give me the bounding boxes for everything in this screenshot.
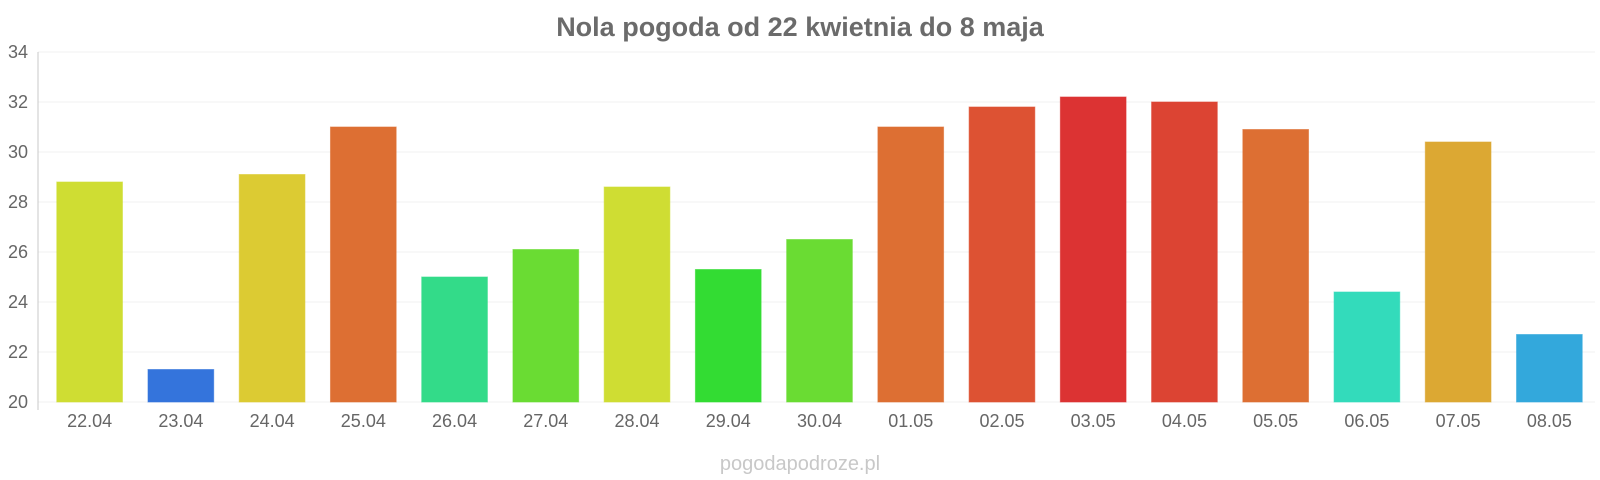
bar-04.05 xyxy=(1151,101,1218,403)
y-tick-label: 28 xyxy=(8,192,28,212)
x-tick-label: 29.04 xyxy=(706,411,751,431)
x-tick-label: 28.04 xyxy=(615,411,660,431)
x-tick-label: 06.05 xyxy=(1344,411,1389,431)
x-tick-label: 03.05 xyxy=(1071,411,1116,431)
bar-03.05 xyxy=(1059,96,1127,403)
x-tick-label: 22.04 xyxy=(67,411,112,431)
x-tick-label: 30.04 xyxy=(797,411,842,431)
bar-30.04 xyxy=(786,239,853,403)
x-tick-label: 04.05 xyxy=(1162,411,1207,431)
y-tick-label: 22 xyxy=(8,342,28,362)
bar-02.05 xyxy=(968,106,1036,403)
x-tick-label: 27.04 xyxy=(523,411,568,431)
bar-07.05 xyxy=(1424,141,1492,403)
x-tick-label: 23.04 xyxy=(158,411,203,431)
x-tick-label: 07.05 xyxy=(1436,411,1481,431)
y-tick-label: 26 xyxy=(8,242,28,262)
x-tick-label: 26.04 xyxy=(432,411,477,431)
y-tick-label: 32 xyxy=(8,92,28,112)
x-tick-label: 02.05 xyxy=(979,411,1024,431)
y-tick-label: 30 xyxy=(8,142,28,162)
bars xyxy=(56,96,1583,403)
bar-23.04 xyxy=(147,369,215,403)
bar-24.04 xyxy=(238,174,306,403)
x-tick-label: 24.04 xyxy=(250,411,295,431)
bar-06.05 xyxy=(1333,291,1401,403)
y-tick-label: 34 xyxy=(8,42,28,62)
bar-29.04 xyxy=(694,269,762,403)
bar-22.04 xyxy=(56,181,123,403)
bar-05.05 xyxy=(1242,129,1310,403)
bar-27.04 xyxy=(512,249,580,403)
chart-title: Nola pogoda od 22 kwietnia do 8 maja xyxy=(556,12,1045,42)
x-tick-label: 25.04 xyxy=(341,411,386,431)
bar-28.04 xyxy=(603,186,671,403)
x-tick-label: 08.05 xyxy=(1527,411,1572,431)
y-tick-label: 20 xyxy=(8,392,28,412)
bar-08.05 xyxy=(1516,334,1583,403)
bar-25.04 xyxy=(329,126,397,403)
bar-26.04 xyxy=(421,276,488,403)
bar-01.05 xyxy=(877,126,945,403)
x-tick-label: 01.05 xyxy=(888,411,933,431)
watermark: pogodapodroze.pl xyxy=(720,453,880,475)
x-tick-label: 05.05 xyxy=(1253,411,1298,431)
y-axis-ticks: 20 22 24 26 28 30 32 34 xyxy=(8,42,28,412)
y-tick-label: 24 xyxy=(8,292,28,312)
x-axis-ticks: 22.04 23.04 24.04 25.04 26.04 27.04 28.04 29.04… xyxy=(67,411,1572,431)
